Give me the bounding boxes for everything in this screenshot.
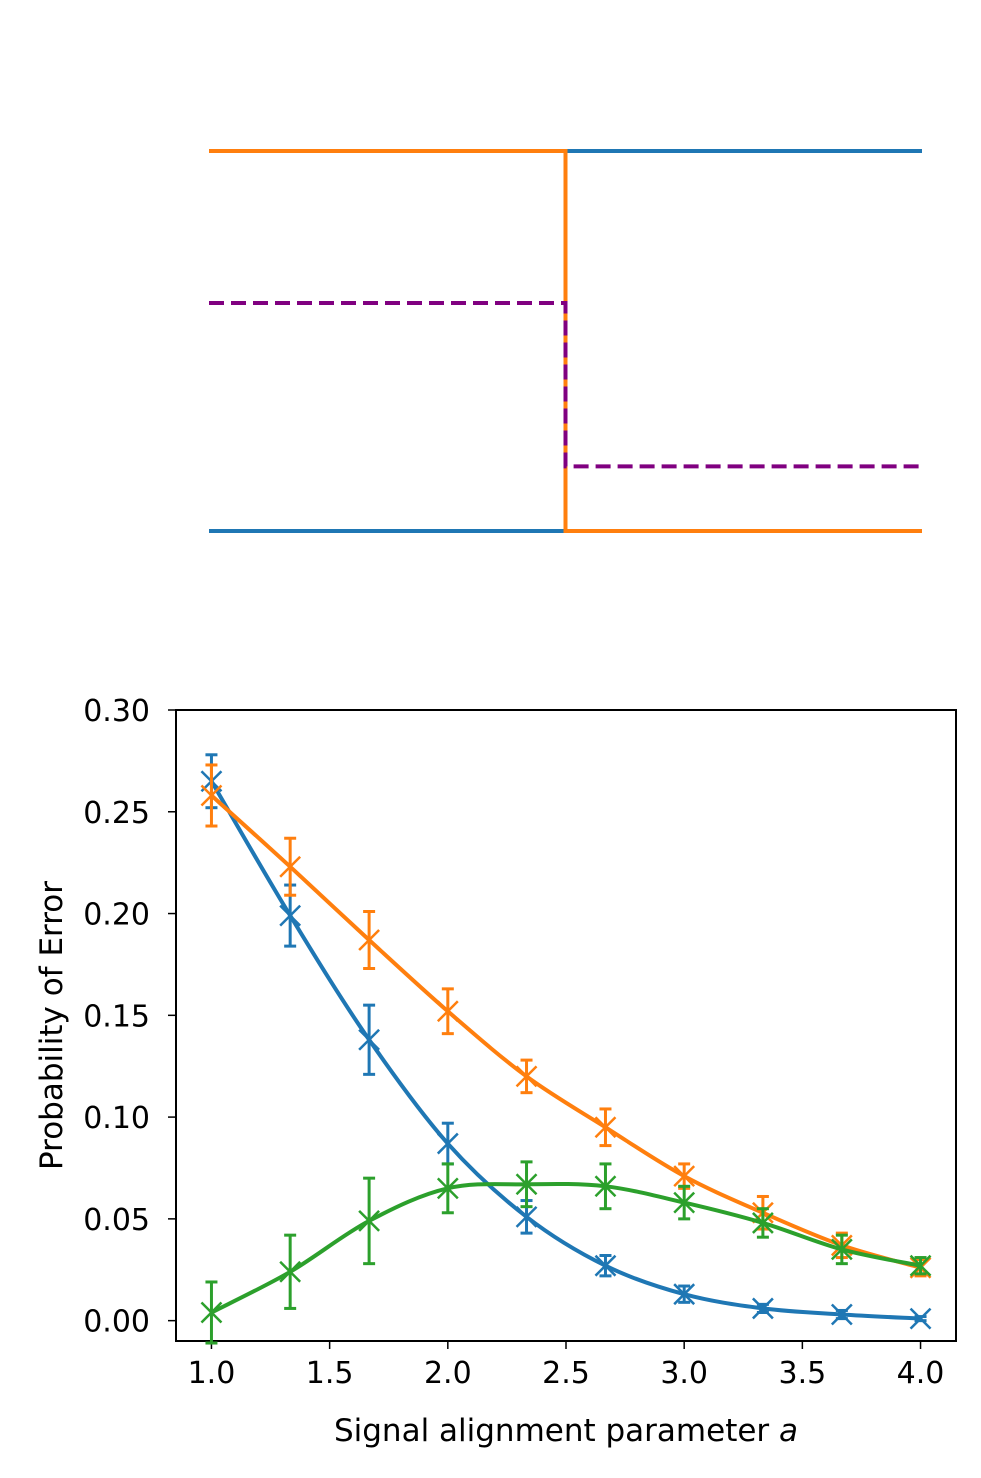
y-tick-label: 0.25: [83, 796, 150, 831]
data-point: [436, 1177, 459, 1200]
data-point: [673, 1191, 696, 1214]
data-point: [358, 1210, 380, 1232]
series-line: [209, 779, 923, 1321]
x-tick-label: 1.0: [188, 1356, 236, 1391]
error-probability-chart: 1.0 1.5 2.0 2.5 3.0 3.5 4.0 0.000.050.100.150.…: [34, 694, 957, 1449]
data-point: [515, 1065, 538, 1088]
step-line-2: [209, 149, 922, 533]
x-tick-label: 3.0: [660, 1356, 708, 1391]
y-tick-label: 0.00: [83, 1305, 150, 1340]
data-point: [594, 1254, 617, 1277]
data-point: [436, 1132, 459, 1155]
data-point: [279, 1260, 302, 1283]
y-tick-label: 0.15: [83, 999, 150, 1034]
data-point: [594, 1116, 617, 1139]
y-axis: 0.00 0.05 0.10 0.15 0.20 0.25 0.30: [83, 694, 176, 1340]
series-2: [200, 763, 932, 1279]
series-line: [209, 1181, 923, 1315]
data-point: [358, 929, 380, 951]
y-tick-label: 0.05: [83, 1203, 150, 1238]
step-line-3: [209, 301, 922, 469]
x-tick-label: 3.5: [779, 1356, 827, 1391]
data-point: [752, 1212, 774, 1234]
y-tick-label: 0.30: [83, 694, 150, 729]
data-point: [358, 1028, 380, 1051]
y-tick-label: 0.20: [83, 898, 150, 933]
x-tick-label: 2.5: [542, 1356, 590, 1391]
x-tick-label: 1.5: [306, 1356, 354, 1391]
x-tick-label: 4.0: [897, 1356, 945, 1391]
data-point: [752, 1297, 774, 1320]
data-point: [200, 1301, 223, 1324]
data-point: [673, 1165, 696, 1188]
x-axis-label-variable: a: [779, 1413, 798, 1449]
series-line: [209, 793, 923, 1270]
data-point: [279, 855, 302, 878]
series-3: [200, 1160, 932, 1345]
y-axis-label: Probability of Error: [34, 881, 70, 1170]
data-point: [594, 1175, 617, 1198]
data-point: [909, 1307, 932, 1330]
data-point: [909, 1254, 932, 1277]
step-diagram-panel: [209, 149, 922, 533]
data-point: [515, 1205, 538, 1228]
x-axis-label-text: Signal alignment parameter: [334, 1413, 769, 1449]
data-point: [200, 784, 223, 807]
y-tick-label: 0.10: [83, 1101, 150, 1136]
series-layer: [200, 753, 932, 1345]
data-point: [279, 904, 302, 927]
x-axis-label: Signal alignment parameter a: [334, 1413, 798, 1449]
x-axis: 1.0 1.5 2.0 2.5 3.0 3.5 4.0: [188, 1341, 945, 1391]
x-tick-label: 2.0: [424, 1356, 472, 1391]
data-point: [673, 1283, 696, 1306]
data-point: [515, 1173, 538, 1196]
data-point: [830, 1238, 853, 1261]
data-point: [436, 1000, 459, 1023]
data-point: [830, 1303, 853, 1326]
